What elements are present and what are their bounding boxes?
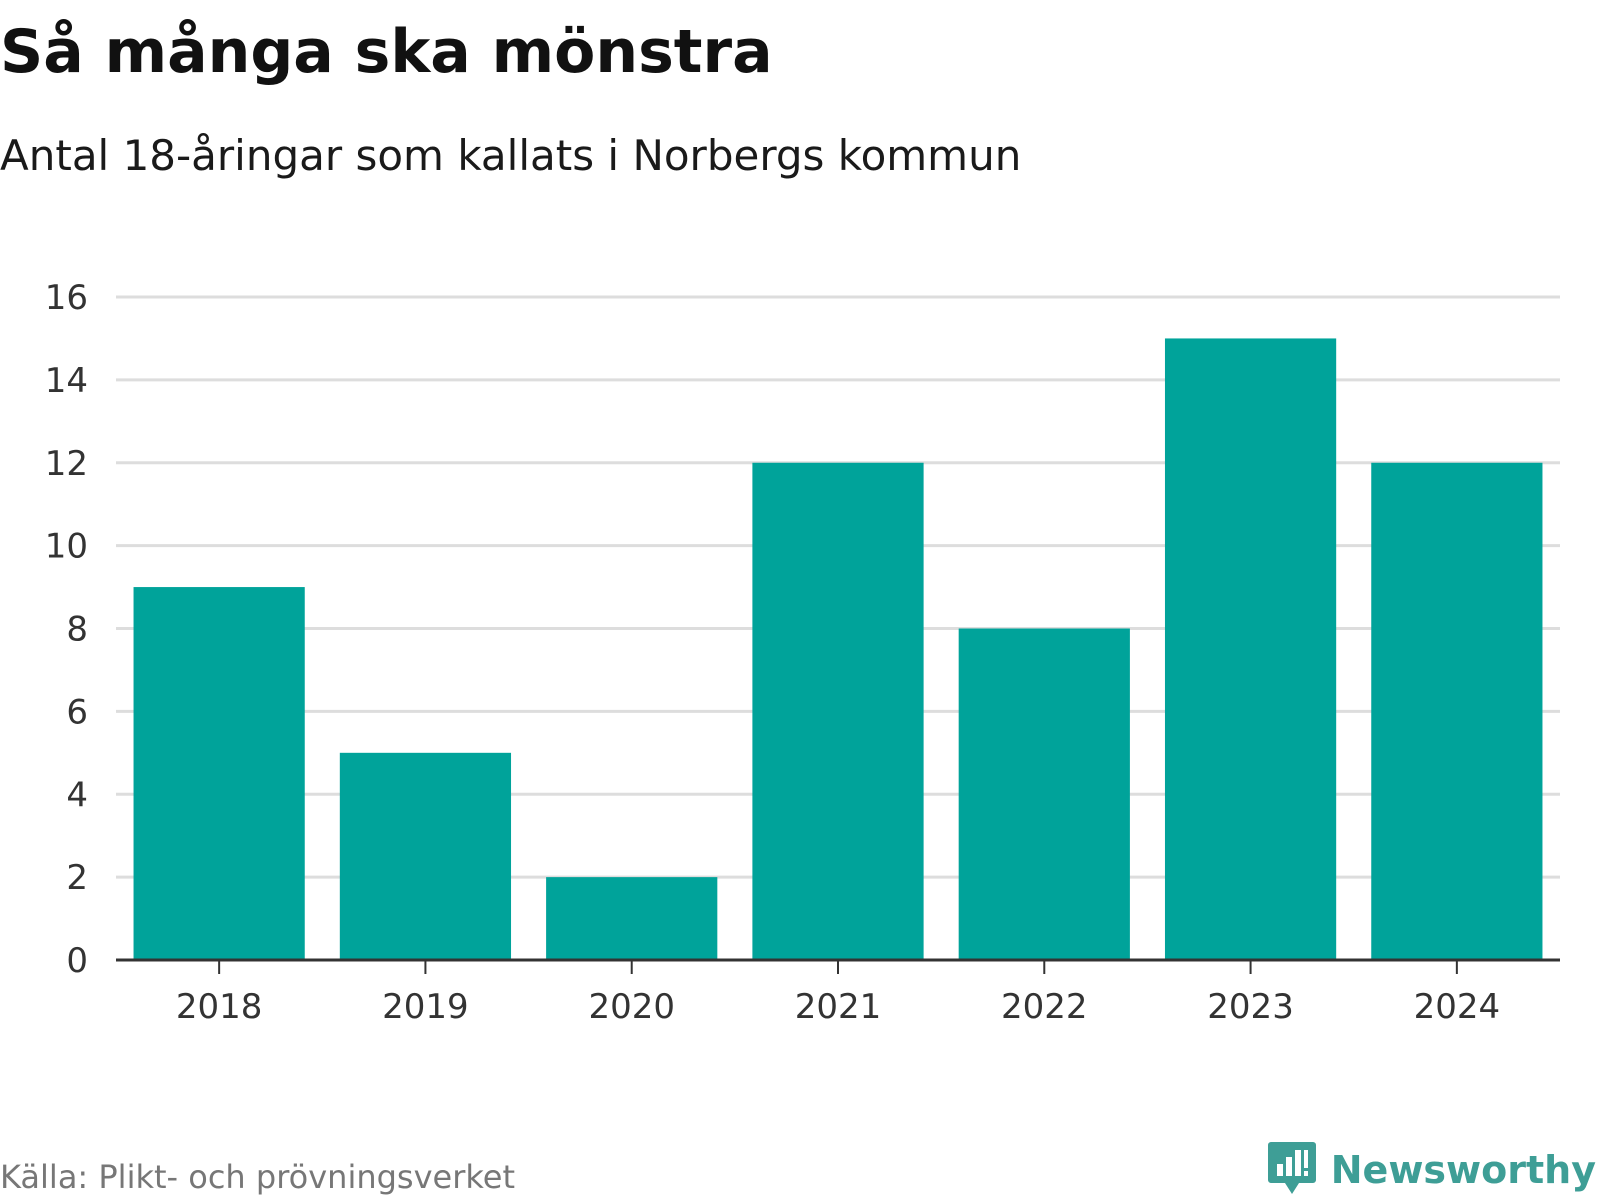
y-tick-label: 6 bbox=[66, 692, 88, 732]
bar-2022 bbox=[958, 628, 1130, 960]
bar-2024 bbox=[1371, 462, 1543, 960]
x-tick-label: 2023 bbox=[1207, 987, 1294, 1027]
y-tick-label: 2 bbox=[66, 858, 88, 898]
x-tick-label: 2020 bbox=[588, 987, 675, 1027]
x-tick-label: 2019 bbox=[382, 987, 469, 1027]
x-axis bbox=[116, 958, 1560, 974]
x-tick-label: 2024 bbox=[1414, 987, 1501, 1027]
y-tick-label: 4 bbox=[66, 775, 88, 815]
chart-title: Så många ska mönstra bbox=[0, 17, 773, 87]
x-tick-label: 2022 bbox=[1001, 987, 1088, 1027]
y-tick-label: 8 bbox=[66, 610, 88, 650]
y-tick-label: 16 bbox=[45, 278, 88, 318]
bar-2020 bbox=[546, 877, 718, 960]
bars bbox=[133, 338, 1543, 960]
newsworthy-logo-icon bbox=[1267, 1140, 1317, 1200]
bar-2019 bbox=[339, 752, 512, 960]
bar-2023 bbox=[1164, 338, 1337, 960]
x-tick-labels: 2018 2019 2020 2021 2022 2023 2024 bbox=[176, 987, 1500, 1027]
y-tick-label: 0 bbox=[66, 941, 88, 981]
y-tick-label: 10 bbox=[45, 527, 88, 567]
chart-subtitle: Antal 18-åringar som kallats i Norbergs … bbox=[0, 131, 1022, 180]
bar-2021 bbox=[752, 462, 924, 960]
bar-2018 bbox=[133, 587, 305, 960]
y-tick-label: 14 bbox=[45, 361, 88, 401]
y-tick-labels: 0 2 4 6 8 10 12 14 16 bbox=[45, 278, 88, 981]
source-note: Källa: Plikt- och prövningsverket bbox=[0, 1158, 515, 1196]
x-tick-label: 2021 bbox=[795, 987, 882, 1027]
y-tick-label: 12 bbox=[45, 444, 88, 484]
brand-logo[interactable]: Newsworthy bbox=[1267, 1142, 1596, 1198]
x-tick-label: 2018 bbox=[176, 987, 263, 1027]
brand-name: Newsworthy bbox=[1330, 1148, 1596, 1192]
